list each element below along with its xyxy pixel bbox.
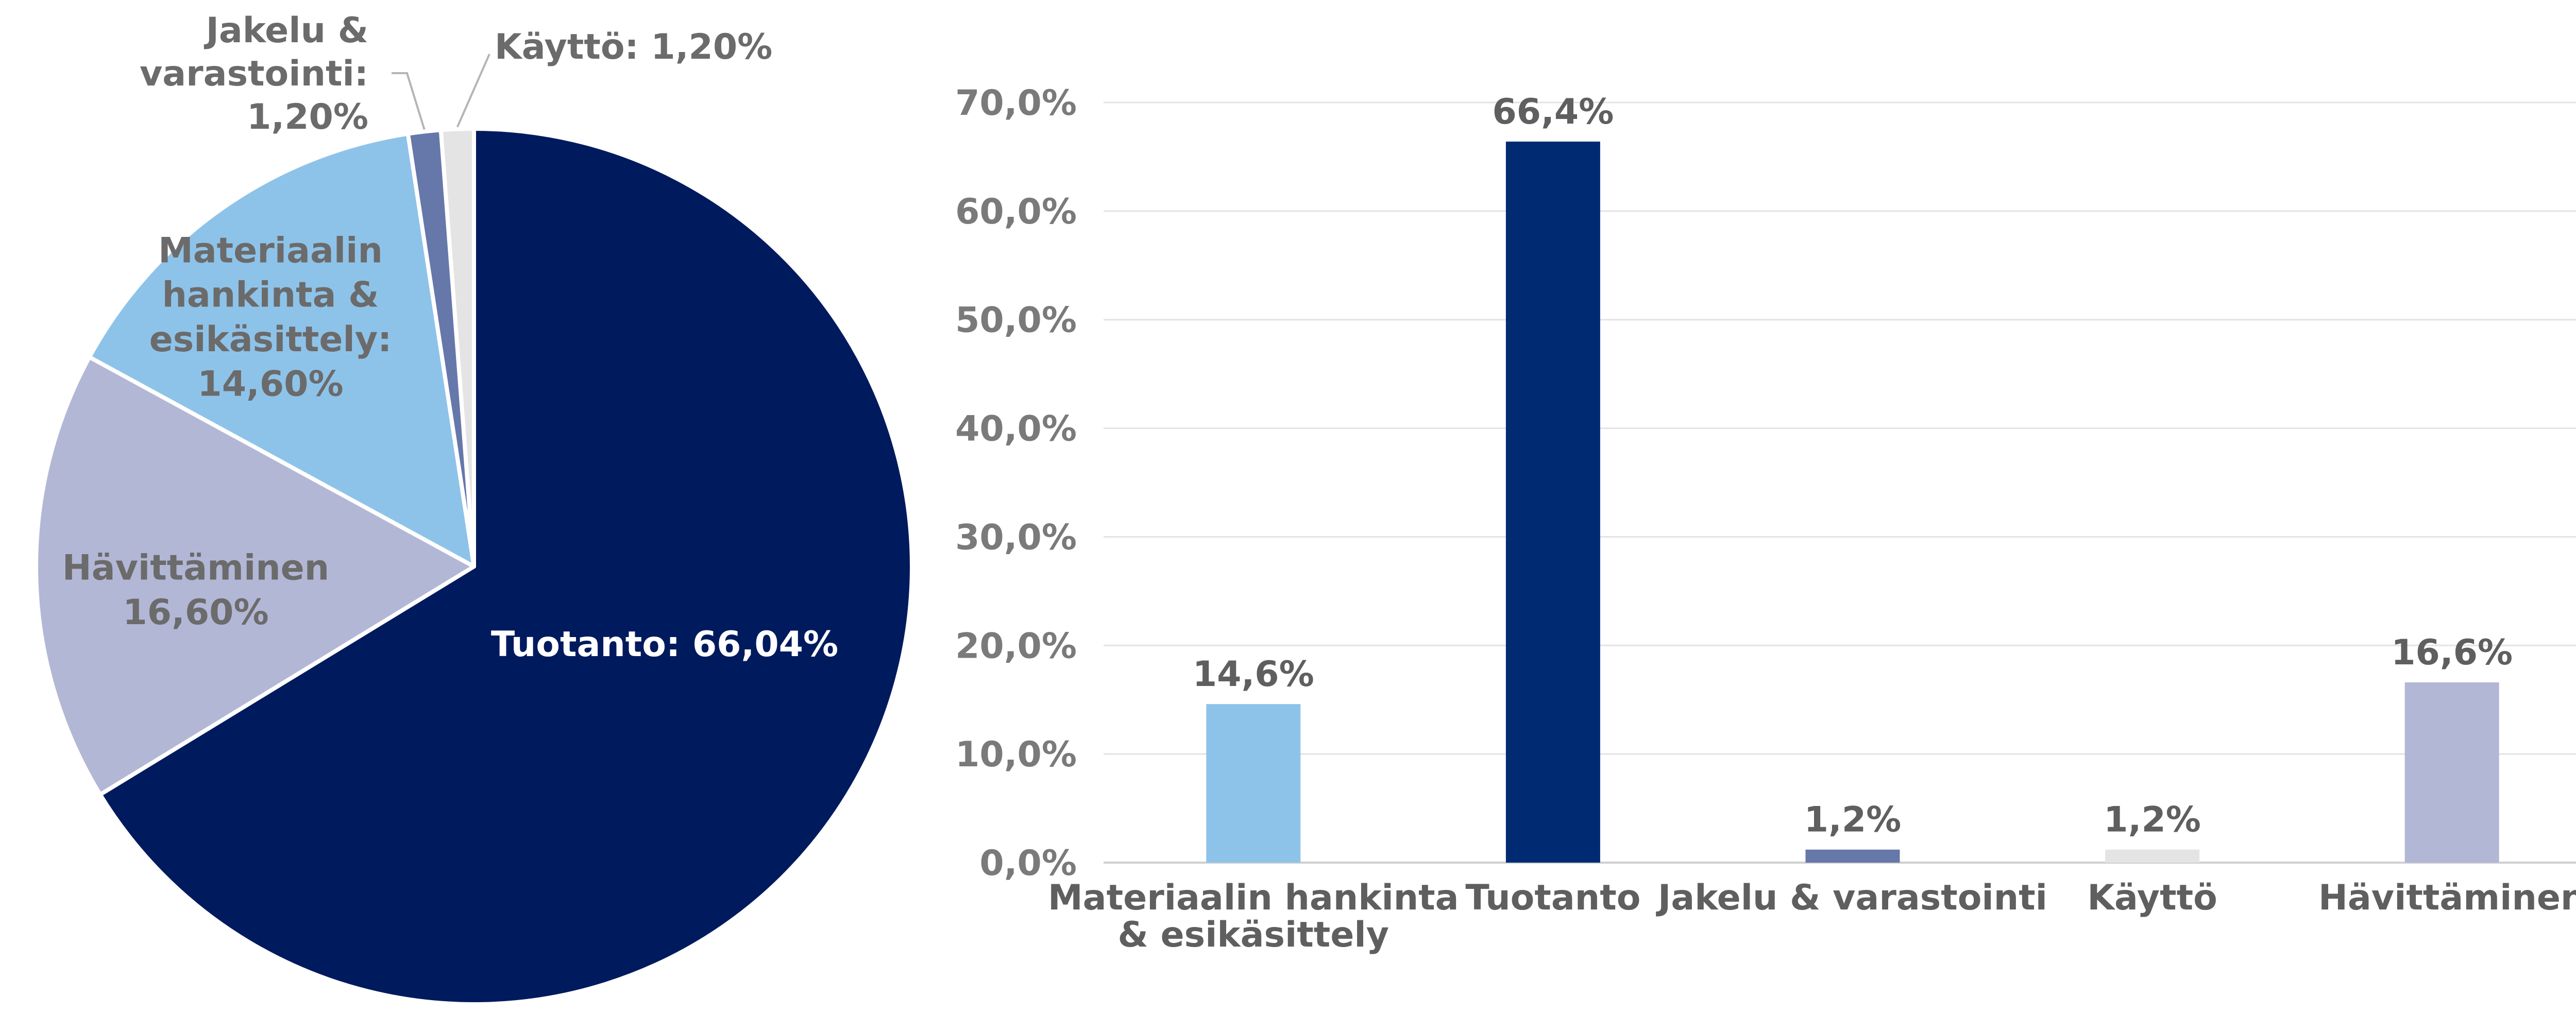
bar-data-label: 16,6% <box>2391 632 2513 673</box>
y-tick-label: 30,0% <box>955 517 1077 558</box>
y-tick-label: 70,0% <box>955 83 1077 124</box>
y-tick-label: 20,0% <box>955 626 1077 666</box>
y-tick-label: 50,0% <box>955 300 1077 341</box>
pie-slice-3 <box>87 131 476 569</box>
pie-label-havittaminen: Hävittäminen 16,60% <box>62 548 329 633</box>
y-tick-label: 40,0% <box>955 409 1077 450</box>
y-tick-label: 0,0% <box>979 843 1077 884</box>
pie-slice-1 <box>98 127 914 1006</box>
x-category-label: Tuotanto <box>1465 878 1640 918</box>
bar-data-label: 66,4% <box>1492 92 1614 132</box>
bar-4 <box>2105 849 2200 863</box>
bar-1 <box>1206 704 1301 863</box>
bar-2 <box>1505 141 1600 863</box>
x-category-label: Materiaalin hankinta & esikäsittely <box>1048 878 1459 955</box>
pie-label-materiaalin-hankinta: Materiaalin hankinta & esikäsittely: 14,60% <box>149 230 392 404</box>
bar-3 <box>1805 849 1900 863</box>
bar-data-label: 14,6% <box>1193 654 1314 695</box>
pie-label-jakelu: Jakelu & varastointi: 1,20% <box>140 10 368 138</box>
bar-data-label: 1,2% <box>1804 800 1902 840</box>
y-tick-label: 60,0% <box>955 192 1077 232</box>
bar-data-label: 1,2% <box>2104 800 2201 840</box>
leader-line-jakelu <box>392 72 426 130</box>
pie-slice-5 <box>438 126 476 569</box>
y-tick-label: 10,0% <box>955 734 1077 775</box>
pie-label-kaytto: Käyttö: 1,20% <box>495 27 772 67</box>
pie-label-tuotanto: Tuotanto: 66,04% <box>491 624 838 665</box>
pie-chart: Tuotanto: 66,04% Hävittäminen 16,60% Materi… <box>34 10 914 1006</box>
x-category-label: Jakelu & varastointi <box>1656 878 2047 918</box>
leader-line-kaytto <box>456 54 490 128</box>
x-category-label: Hävittäminen <box>2318 878 2576 918</box>
bar-chart: 0,0% 10,0% 20,0% 30,0% 40,0% 50,0% 60,0% 70,0% 1… <box>955 83 2576 955</box>
bar-5 <box>2404 682 2499 863</box>
x-category-label: Käyttö <box>2087 878 2217 918</box>
pie-slice-2 <box>34 355 476 797</box>
